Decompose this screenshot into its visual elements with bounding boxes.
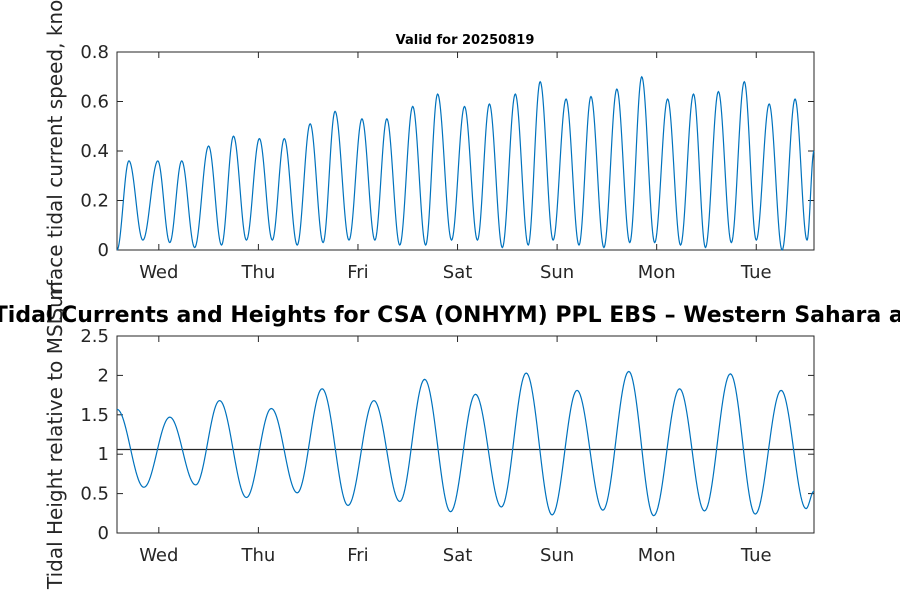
current-speed-x-tick-label: Sun <box>540 262 574 283</box>
tidal-height-x-tick-label: Wed <box>139 545 178 566</box>
current-speed-y-tick-label: 0.2 <box>80 191 109 212</box>
tidal-height-x-tick-label: Sat <box>443 545 473 566</box>
tidal-height-x-tick-label: Sun <box>540 545 574 566</box>
tidal-height-series-line <box>116 370 815 517</box>
tidal-height-x-tick-label: Thu <box>240 545 275 566</box>
current-speed-plot-area <box>116 51 815 251</box>
current-speed-y-tick-label: 0.8 <box>80 42 109 63</box>
current-speed-x-tick-label: Wed <box>139 262 178 283</box>
tidal-height-chart: 0 0.5 1 1.5 2 2.5 Wed Thu Fri Sat Sun Mon Tue Tidal … <box>0 281 900 590</box>
current-speed-ticks: 0 0.2 0.4 0.6 0.8 Wed Thu Fri Sat Sun Mon Tue <box>80 42 814 283</box>
current-speed-x-tick-label: Thu <box>240 262 275 283</box>
tidal-height-y-tick-label: 2.5 <box>80 326 109 347</box>
tidal-height-y-tick-label: 1 <box>98 444 109 465</box>
tidal-height-y-label: Tidal Height relative to MSL, m <box>43 281 67 590</box>
current-speed-y-tick-label: 0.6 <box>80 92 109 113</box>
tidal-height-y-tick-label: 0 <box>98 523 109 544</box>
current-speed-title: Valid for 20250819 <box>396 33 535 48</box>
tidal-height-y-tick-label: 1.5 <box>80 405 109 426</box>
current-speed-x-tick-label: Tue <box>740 262 772 283</box>
current-speed-series-line <box>116 75 815 251</box>
tidal-height-x-tick-label: Tue <box>740 545 772 566</box>
tidal-height-y-tick-label: 2 <box>98 365 109 386</box>
tidal-height-y-tick-label: 0.5 <box>80 484 109 505</box>
tidal-height-x-tick-label: Mon <box>638 545 676 566</box>
tidal-height-title: Tidal Currents and Heights for CSA (ONHY… <box>0 303 900 328</box>
tidal-height-ticks: 0 0.5 1 1.5 2 2.5 Wed Thu Fri Sat Sun Mon Tue <box>80 326 814 566</box>
current-speed-x-tick-label: Sat <box>443 262 473 283</box>
current-speed-y-tick-label: 0 <box>98 240 109 261</box>
tidal-height-x-tick-label: Fri <box>347 545 368 566</box>
current-speed-chart: 0 0.2 0.4 0.6 0.8 Wed Thu Fri Sat Sun Mon Tue Valid… <box>43 0 815 321</box>
current-speed-x-tick-label: Fri <box>347 262 368 283</box>
current-speed-y-tick-label: 0.4 <box>80 141 109 162</box>
current-speed-y-label: Surface tidal current speed, knots <box>43 0 67 321</box>
current-speed-x-tick-label: Mon <box>638 262 676 283</box>
